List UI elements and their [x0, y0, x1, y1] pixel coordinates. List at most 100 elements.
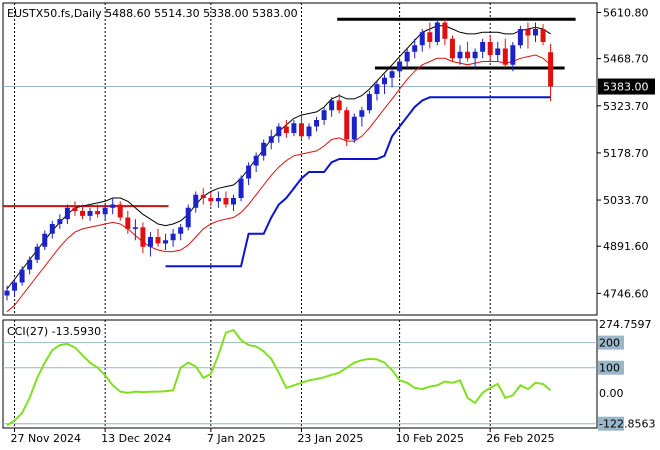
candle-body	[102, 207, 108, 215]
candle	[389, 68, 395, 88]
candle-body	[49, 224, 55, 234]
last-price-tag-label: 5383.00	[603, 81, 649, 94]
candle	[125, 211, 131, 234]
price-panel-frame	[2, 2, 598, 316]
candle-body	[329, 100, 335, 111]
cci-tick-label: -122.8563	[599, 418, 655, 431]
candle-body	[57, 219, 63, 224]
cci-axis: 274.7597 200 100 0.00 -122.8563	[598, 318, 655, 431]
x-tick-label: 23 Jan 2025	[297, 432, 363, 445]
candle-body	[95, 211, 101, 215]
candle-body	[117, 204, 123, 218]
candle-body	[434, 22, 440, 42]
candle	[344, 107, 350, 146]
candle-body	[351, 116, 357, 140]
candle	[472, 48, 478, 68]
candle-body	[261, 142, 267, 156]
trailing-stop-line	[165, 96, 551, 268]
candle	[193, 191, 199, 213]
candle-body	[449, 38, 455, 59]
candle-body	[502, 48, 508, 65]
candle-body	[321, 110, 327, 120]
candle-body	[215, 198, 221, 202]
candle	[419, 29, 425, 52]
candle-body	[495, 48, 501, 55]
candle	[449, 35, 455, 62]
candle-body	[80, 211, 85, 216]
candle-body	[72, 207, 78, 211]
candle-body	[306, 126, 312, 137]
candle-body	[540, 29, 546, 42]
candle-body	[404, 51, 410, 62]
price-grid	[14, 3, 491, 315]
candle	[548, 43, 554, 102]
candle	[276, 123, 282, 143]
candle	[170, 228, 176, 247]
candle	[27, 256, 33, 275]
cci-tick-label: 100	[599, 362, 620, 375]
candle	[87, 207, 93, 221]
candle-body	[397, 61, 403, 72]
candle	[185, 204, 191, 231]
candle-body	[298, 123, 304, 137]
candle-body	[268, 136, 274, 143]
candle	[510, 42, 516, 72]
candle	[246, 162, 252, 185]
candle	[382, 74, 387, 94]
candle-body	[427, 32, 433, 42]
cci-line	[6, 328, 552, 427]
candle-body	[238, 178, 244, 198]
candle	[64, 204, 70, 224]
candle-body	[155, 237, 161, 244]
candle	[19, 266, 25, 286]
candle-body	[87, 211, 93, 216]
candle	[298, 113, 304, 140]
candle	[12, 279, 18, 296]
candle	[132, 219, 138, 241]
candle	[261, 139, 267, 161]
candle	[525, 22, 531, 49]
candle	[434, 19, 440, 46]
candle	[487, 35, 493, 62]
candle-body	[359, 110, 365, 117]
candle-body	[283, 126, 289, 133]
candle-body	[193, 194, 199, 208]
candle	[412, 38, 418, 59]
candle	[49, 220, 55, 239]
cci-series	[3, 328, 597, 427]
candle	[110, 198, 116, 215]
candle	[351, 113, 357, 143]
candle-body	[125, 217, 131, 229]
candle-body	[412, 45, 418, 52]
candle	[80, 204, 85, 220]
candle-body	[163, 240, 169, 244]
cci-tick-label: 200	[599, 337, 620, 350]
candlesticks	[4, 19, 554, 301]
candle	[231, 194, 236, 211]
candle	[329, 97, 335, 117]
x-tick-label: 7 Jan 2025	[207, 432, 266, 445]
candle-body	[344, 110, 350, 140]
candle	[306, 123, 312, 140]
candle	[208, 191, 214, 207]
candle-body	[442, 22, 448, 39]
candle	[480, 38, 486, 59]
candle	[374, 81, 380, 101]
candle	[457, 45, 463, 65]
candle	[359, 107, 365, 127]
candle	[178, 224, 184, 241]
candle	[253, 152, 259, 172]
y-tick-label: 4891.60	[603, 240, 649, 253]
candle-body	[178, 227, 184, 234]
candle-body	[291, 123, 297, 133]
candle	[502, 38, 508, 68]
candle-body	[170, 233, 176, 241]
candle-body	[208, 198, 214, 202]
candle	[223, 191, 229, 208]
time-axis: 27 Nov 2024 13 Dec 2024 7 Jan 2025 23 Jan 2…	[11, 428, 555, 445]
y-tick-label: 5323.70	[603, 100, 649, 113]
candle-body	[64, 207, 70, 220]
candle	[291, 120, 297, 137]
price-levels	[3, 17, 597, 208]
candle	[102, 204, 108, 220]
